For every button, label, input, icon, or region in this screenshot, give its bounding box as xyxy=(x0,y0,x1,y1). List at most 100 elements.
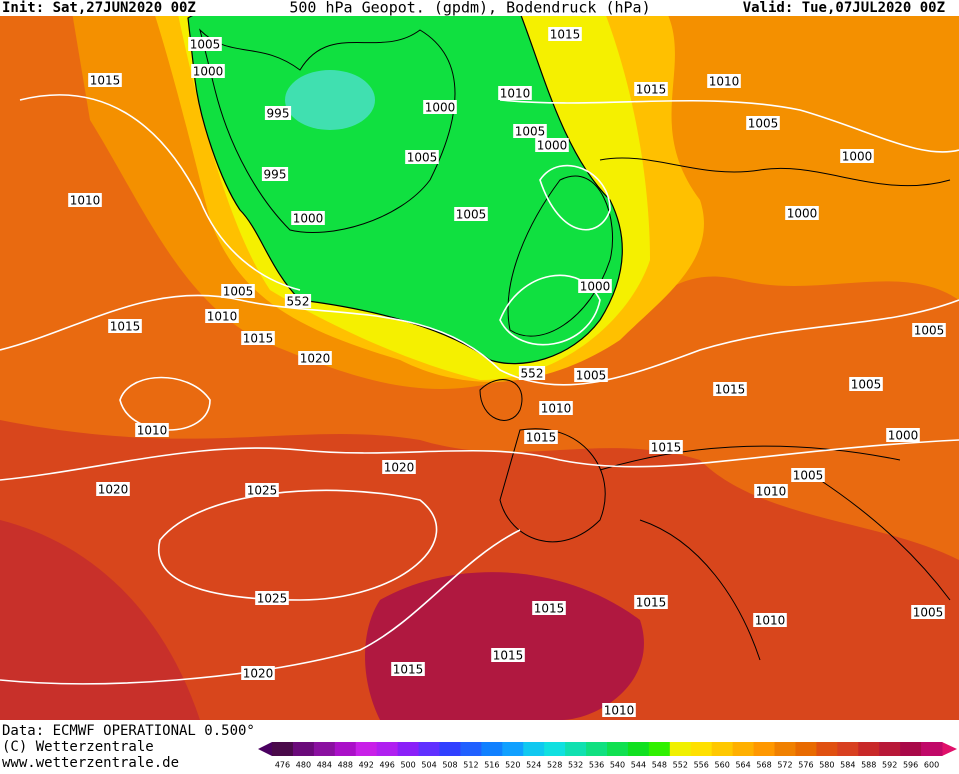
colorbar-label: 480 xyxy=(296,761,311,770)
isobar-label: 1010 xyxy=(137,424,168,438)
colorbar-label: 580 xyxy=(819,761,834,770)
label-box xyxy=(423,100,457,114)
label-box xyxy=(513,124,547,138)
label-box xyxy=(205,309,239,323)
isobar-label: 1020 xyxy=(98,483,129,497)
colorbar-label: 492 xyxy=(359,761,374,770)
isobar-label: 1005 xyxy=(190,38,221,52)
colorbar-swatch xyxy=(397,742,420,756)
isobar-label: 1015 xyxy=(526,431,557,445)
isobar-label: 1010 xyxy=(756,485,787,499)
isobar-label: 1000 xyxy=(842,150,873,164)
isobar-label: 1000 xyxy=(293,212,324,226)
colorbar-label: 476 xyxy=(275,761,290,770)
colorbar-swatch xyxy=(481,742,503,756)
colorbar-label: 544 xyxy=(631,761,646,770)
isobar-label: 1005 xyxy=(914,324,945,338)
header-bar xyxy=(0,0,959,16)
colorbar-swatch xyxy=(292,742,315,756)
label-box xyxy=(746,116,780,130)
label-box xyxy=(255,591,289,605)
colorbar-swatch xyxy=(334,742,357,756)
colorbar: 476 480 484 488 492 496 500 504 508 512 516 520 524 5… xyxy=(258,742,957,770)
colorbar-swatch xyxy=(376,742,399,756)
label-box xyxy=(241,666,275,680)
colorbar-label: 548 xyxy=(652,761,667,770)
colorbar-swatch xyxy=(439,742,461,756)
colorbar-swatch xyxy=(460,742,482,756)
colorbar-label: 516 xyxy=(484,761,499,770)
colorbar-label: 488 xyxy=(338,761,353,770)
label-box xyxy=(634,82,668,96)
colorbar-swatch xyxy=(732,742,755,756)
isobar-labels: 1005100010159959951000100010051005101510… xyxy=(68,27,946,718)
label-box xyxy=(518,366,546,380)
label-box xyxy=(261,167,289,181)
label-box xyxy=(578,279,612,293)
colorbar-swatch xyxy=(858,742,880,756)
field-red xyxy=(0,520,200,720)
colorbar-swatch xyxy=(837,742,859,756)
label-box xyxy=(785,206,819,220)
label-box xyxy=(791,468,825,482)
label-box xyxy=(241,331,275,345)
isobar-label: 1015 xyxy=(110,320,141,334)
label-box xyxy=(634,595,668,609)
isobar-label: 1005 xyxy=(793,469,824,483)
colorbar-swatch xyxy=(921,742,943,756)
label-box xyxy=(88,73,122,87)
label-box xyxy=(291,211,325,225)
isobar-label: 1000 xyxy=(425,101,456,115)
isobar-label: 1015 xyxy=(651,441,682,455)
isobar-label: 1005 xyxy=(515,125,546,139)
colorbar-label: 504 xyxy=(421,761,436,770)
data-source: Data: ECMWF OPERATIONAL 0.500° xyxy=(2,723,255,739)
colorbar-swatch xyxy=(502,742,524,756)
colorbar-swatch xyxy=(523,742,545,756)
valid-text: Valid: Tue,07JUL2020 00Z xyxy=(743,0,945,16)
isobar-label: 1010 xyxy=(709,75,740,89)
label-box xyxy=(68,193,102,207)
colorbar-swatch xyxy=(565,742,587,756)
label-box xyxy=(391,662,425,676)
isobar-label: 1025 xyxy=(247,484,278,498)
map-title: 500 hPa Geopot. (gpdm), Bodendruck (hPa) xyxy=(289,0,650,17)
isobar-label: 1005 xyxy=(223,285,254,299)
isobar-label: 552 xyxy=(521,367,544,381)
isobar-label: 1020 xyxy=(384,461,415,475)
isobar-label: 552 xyxy=(287,295,310,309)
label-box xyxy=(191,64,225,78)
isobar-label: 1000 xyxy=(787,207,818,221)
label-box xyxy=(886,428,920,442)
label-box xyxy=(382,460,416,474)
label-box xyxy=(753,613,787,627)
colorbar-label: 496 xyxy=(380,761,395,770)
label-box xyxy=(649,440,683,454)
isobar-label: 1015 xyxy=(90,74,121,88)
colorbar-label: 484 xyxy=(317,761,332,770)
label-box xyxy=(532,601,566,615)
label-box xyxy=(298,351,332,365)
colorbar-swatch xyxy=(355,742,378,756)
isobar-label: 1005 xyxy=(851,378,882,392)
label-box xyxy=(454,207,488,221)
colorbar-label: 600 xyxy=(924,761,939,770)
colorbar-swatch xyxy=(711,742,734,756)
copyright: (C) Wetterzentrale xyxy=(2,739,154,755)
label-box xyxy=(535,138,569,152)
isobar-label: 1005 xyxy=(456,208,487,222)
label-box xyxy=(524,430,558,444)
colorbar-label: 588 xyxy=(861,761,876,770)
label-box xyxy=(912,323,946,337)
field-cyan xyxy=(285,70,375,130)
label-box xyxy=(188,37,222,51)
colorbar-label: 532 xyxy=(568,761,583,770)
isobar-label: 1010 xyxy=(604,704,635,718)
colorbar-label: 576 xyxy=(798,761,813,770)
colorbar-label: 500 xyxy=(400,761,415,770)
colorbar-swatch xyxy=(900,742,922,756)
colorbar-swatch xyxy=(795,742,817,756)
colorbar-arrow-right xyxy=(942,742,957,756)
isobar-label: 1005 xyxy=(407,151,438,165)
colorbar-label: 508 xyxy=(442,761,457,770)
